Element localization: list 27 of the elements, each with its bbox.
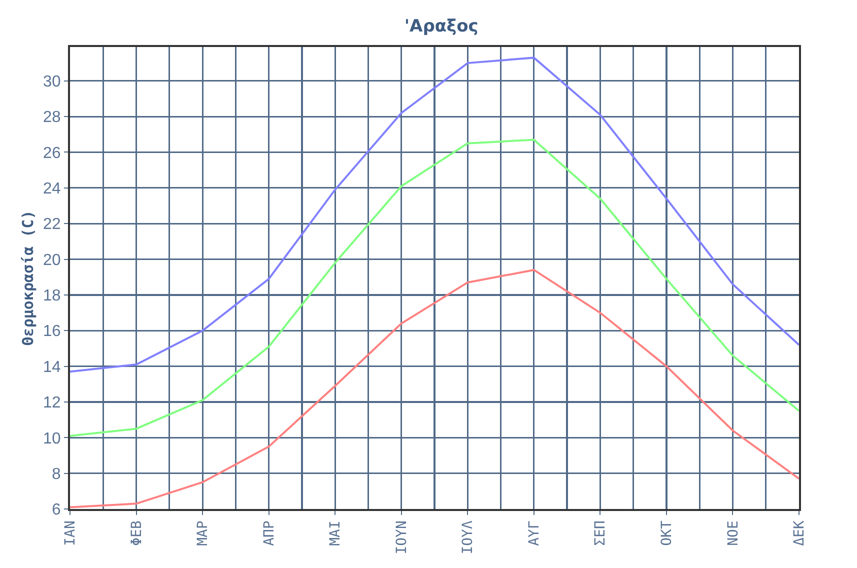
x-tick-label: ΟΚΤ bbox=[659, 520, 675, 546]
y-tick-label: 16 bbox=[43, 323, 61, 340]
y-tick-label: 28 bbox=[43, 109, 61, 126]
y-tick-label: 22 bbox=[43, 216, 61, 234]
y-tick-label: 26 bbox=[43, 144, 61, 162]
y-tick-label: 20 bbox=[43, 252, 61, 269]
x-tick-label: ΑΠΡ bbox=[261, 520, 278, 546]
x-tick-label: ΜΑΙ bbox=[328, 520, 344, 546]
x-tick-label: ΣΕΠ bbox=[592, 520, 609, 546]
x-tick-label: ΑΥΓ bbox=[526, 520, 542, 546]
y-tick-label: 8 bbox=[52, 466, 61, 483]
y-tick-label: 10 bbox=[43, 430, 61, 448]
y-tick-label: 30 bbox=[43, 73, 61, 90]
x-tick-label: ΔΕΚ bbox=[792, 520, 808, 546]
x-tick-label: ΦΕΒ bbox=[128, 520, 145, 546]
x-tick-label: ΝΟΕ bbox=[725, 520, 742, 546]
y-tick-label: 14 bbox=[43, 358, 61, 376]
x-tick-label: ΜΑΡ bbox=[195, 520, 212, 546]
y-axis-title: Θερμοκρασία (C) bbox=[18, 210, 37, 346]
y-tick-label: 18 bbox=[43, 288, 61, 305]
x-tick-label: ΙΟΥΝ bbox=[394, 520, 410, 554]
chart-title: 'Αραξος bbox=[404, 16, 478, 37]
y-tick-label: 6 bbox=[52, 502, 61, 519]
y-tick-label: 12 bbox=[43, 394, 61, 412]
x-tick-label: ΙΟΥΛ bbox=[460, 520, 476, 554]
x-tick-label: ΙΑΝ bbox=[62, 520, 79, 546]
y-tick-label: 24 bbox=[43, 180, 61, 198]
